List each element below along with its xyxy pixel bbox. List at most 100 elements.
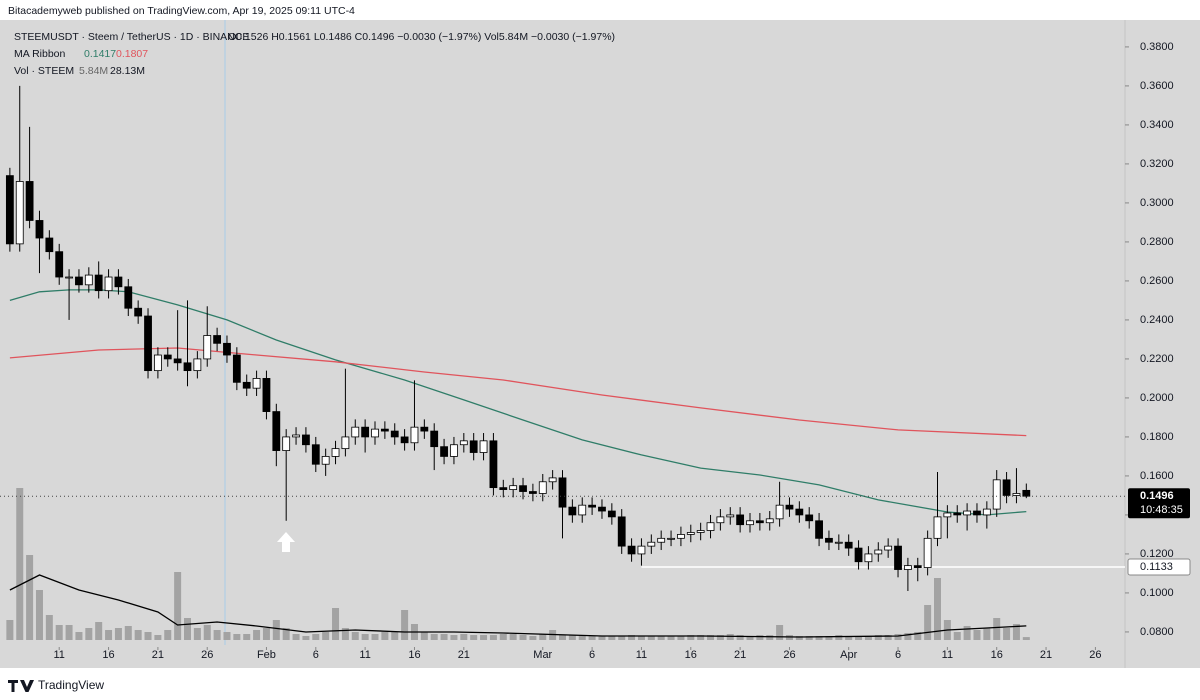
volume-bar bbox=[164, 630, 172, 640]
volume-bar bbox=[904, 633, 912, 640]
volume-bar bbox=[381, 632, 389, 640]
candle-body bbox=[844, 541, 853, 549]
ma-value: 0.1417 bbox=[84, 48, 116, 60]
candle-body bbox=[647, 541, 656, 547]
candle-body bbox=[519, 485, 527, 492]
volume-bar bbox=[963, 626, 971, 640]
volume-bar bbox=[371, 634, 379, 640]
volume-bar bbox=[1022, 637, 1030, 640]
volume-bar bbox=[1003, 628, 1011, 640]
volume-bar bbox=[243, 634, 251, 640]
volume-bar bbox=[746, 636, 754, 640]
candle-body bbox=[84, 274, 93, 286]
candle-body bbox=[252, 378, 261, 389]
candle-body bbox=[992, 479, 1001, 510]
volume-bar bbox=[55, 625, 63, 640]
volume-bar bbox=[568, 635, 576, 640]
candle-body bbox=[963, 510, 972, 516]
volume-bar bbox=[282, 628, 290, 640]
candle-body bbox=[450, 444, 458, 457]
candle-body bbox=[982, 508, 991, 516]
countdown: 10:48:35 bbox=[1140, 504, 1183, 516]
candle-body bbox=[144, 315, 152, 372]
volume-bar bbox=[351, 632, 359, 640]
x-tick-label: 21 bbox=[152, 649, 164, 661]
candle-body bbox=[1002, 479, 1011, 496]
last-price-label: 0.1496 bbox=[1140, 490, 1174, 502]
volume-bar bbox=[134, 630, 142, 640]
volume-bar bbox=[391, 632, 399, 640]
candle-body bbox=[677, 534, 685, 539]
candle-body bbox=[262, 378, 271, 412]
volume-bar bbox=[914, 632, 922, 640]
volume-bar bbox=[874, 635, 882, 640]
volume-bar bbox=[193, 628, 201, 640]
candle-body bbox=[183, 362, 192, 372]
x-tick-label: 6 bbox=[589, 649, 595, 661]
x-tick-label: 11 bbox=[359, 649, 370, 661]
candle-body bbox=[321, 456, 330, 465]
candle-body bbox=[430, 430, 439, 448]
volume-bar bbox=[420, 632, 428, 640]
y-tick-label: 0.1800 bbox=[1140, 431, 1174, 443]
candle-body bbox=[5, 175, 14, 245]
candle-body bbox=[795, 508, 804, 516]
volume-bar bbox=[835, 635, 843, 640]
volume-bar bbox=[16, 488, 24, 640]
candle-body bbox=[1022, 489, 1031, 497]
candle-body bbox=[124, 286, 133, 309]
x-tick-label: 11 bbox=[942, 649, 953, 661]
candle-body bbox=[874, 549, 883, 555]
x-tick-label: 6 bbox=[895, 649, 901, 661]
volume-bar bbox=[401, 610, 409, 640]
volume-bar bbox=[973, 630, 981, 640]
candle-body bbox=[637, 545, 646, 555]
candle-body bbox=[1012, 493, 1021, 496]
x-tick-label: 16 bbox=[408, 649, 420, 661]
volume-bar bbox=[480, 635, 488, 640]
candle-body bbox=[805, 514, 814, 522]
volume-bar bbox=[332, 608, 340, 640]
volume-bar bbox=[647, 636, 655, 640]
candle-body bbox=[272, 411, 281, 451]
candle-body bbox=[173, 358, 182, 364]
candle-body bbox=[746, 520, 754, 526]
ohlc-line: O0.1526 H0.1561 L0.1486 C0.1496 −0.0030 … bbox=[228, 31, 615, 43]
candle-body bbox=[499, 487, 508, 490]
volume-bar bbox=[440, 634, 448, 640]
volume-bar bbox=[1012, 624, 1020, 640]
candle-body bbox=[213, 335, 222, 344]
candle-body bbox=[341, 436, 350, 450]
vol-value: 5.84M bbox=[79, 65, 108, 77]
candle-body bbox=[627, 545, 636, 555]
candle-body bbox=[667, 537, 675, 540]
candle-body bbox=[775, 504, 784, 520]
volume-bar bbox=[341, 628, 349, 640]
candle-body bbox=[765, 518, 774, 524]
candle-body bbox=[558, 477, 567, 508]
candle-body bbox=[864, 553, 873, 563]
volume-bar bbox=[203, 625, 211, 640]
candle-body bbox=[509, 485, 518, 490]
x-tick-label: Mar bbox=[533, 649, 552, 661]
volume-bar bbox=[687, 635, 695, 640]
volume-bar bbox=[450, 635, 458, 640]
candle-body bbox=[854, 547, 863, 563]
candle-body bbox=[943, 512, 952, 518]
candle-body bbox=[568, 506, 577, 516]
candle-body bbox=[163, 354, 172, 360]
candle-body bbox=[114, 276, 123, 288]
candle-body bbox=[55, 251, 64, 278]
candle-body bbox=[469, 440, 478, 453]
volume-bar bbox=[95, 622, 103, 640]
volume-bar bbox=[628, 635, 636, 640]
x-tick-label: 16 bbox=[991, 649, 1003, 661]
y-tick-label: 0.3600 bbox=[1140, 80, 1174, 92]
candle-body bbox=[706, 522, 715, 531]
candle-body bbox=[35, 220, 44, 239]
candle-body bbox=[311, 444, 320, 465]
candle-body bbox=[75, 276, 83, 286]
ma-line bbox=[9, 347, 1027, 437]
volume-bar bbox=[667, 636, 675, 640]
volume-bar bbox=[75, 632, 83, 640]
